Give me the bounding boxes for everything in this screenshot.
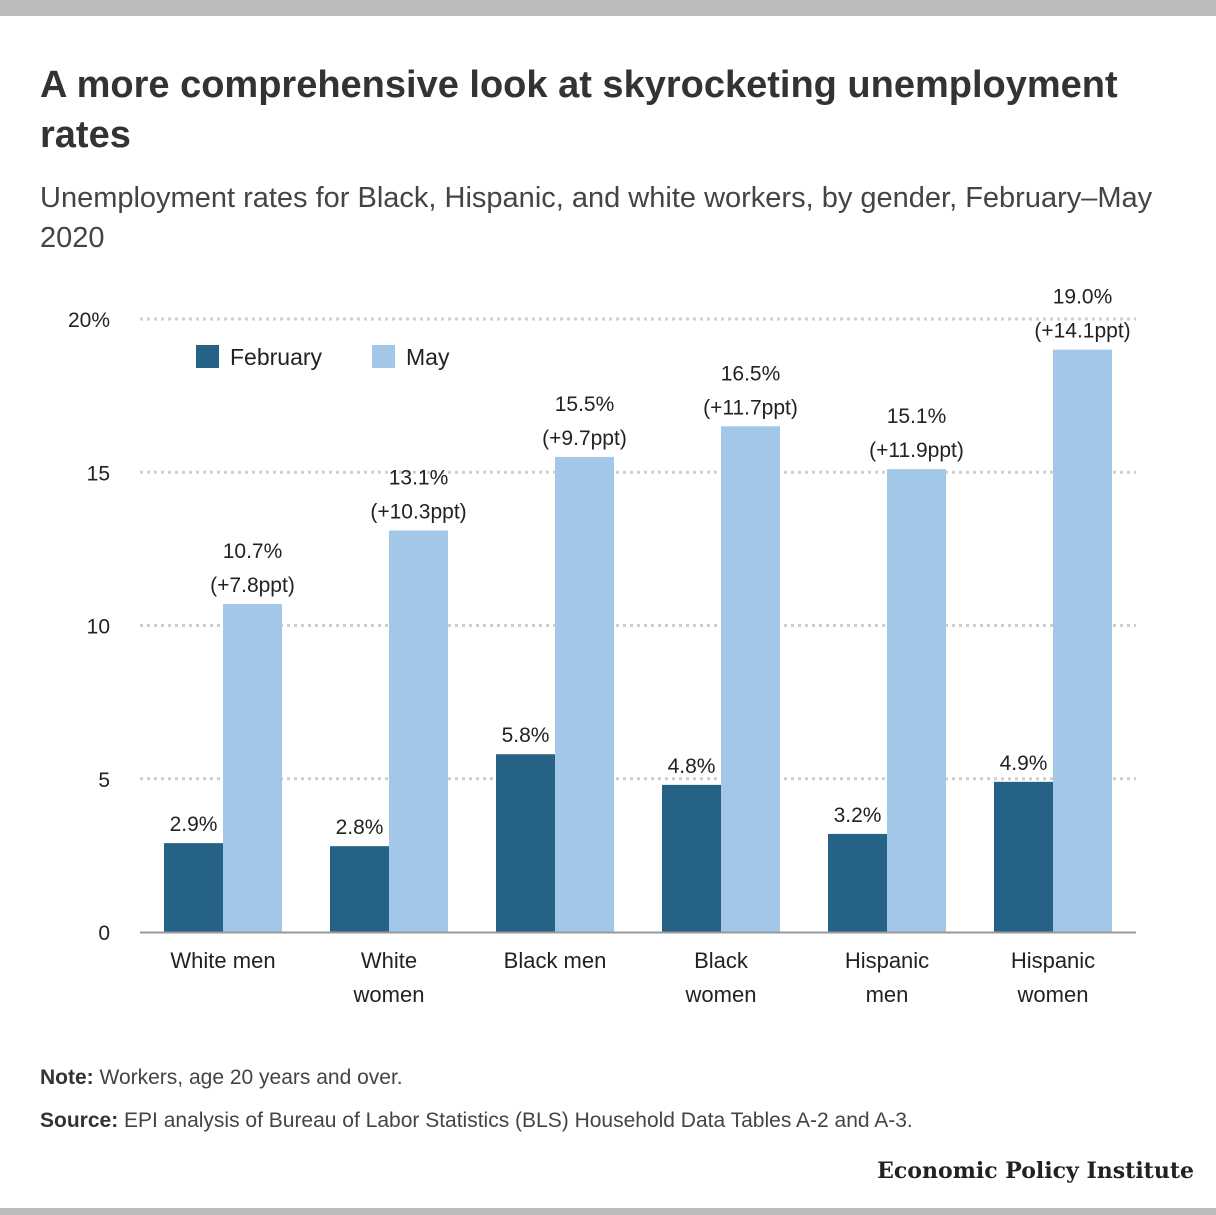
source: Source: EPI analysis of Bureau of Labor … [40,1109,1180,1133]
note-label: Note: [40,1066,94,1089]
x-tick-label: women [353,982,425,1007]
y-tick-label: 20% [68,309,110,332]
source-text: EPI analysis of Bureau of Labor Statisti… [118,1109,913,1132]
data-label: 2.9% [170,813,218,836]
data-label: 15.1% [887,405,947,428]
note-text: Workers, age 20 years and over. [93,1066,403,1089]
x-tick-label: White men [170,948,275,973]
legend-swatch-february [196,345,219,368]
bottom-bar [0,1208,1216,1215]
y-tick-label: 0 [98,922,110,945]
source-label: Source: [40,1109,119,1132]
x-tick-label: men [866,982,909,1007]
chart-title: A more comprehensive look at skyrocketin… [40,64,1118,156]
x-tick-label: White [361,948,417,973]
bar-february [994,781,1053,932]
data-label: 5.8% [502,724,550,747]
data-label: 13.1% [389,466,449,489]
data-label: (+11.9ppt) [869,439,964,462]
x-tick-label: Hispanic [845,948,929,973]
bar-chart: 0 5 10 15 20% 2.9% 10.7% (+7.8ppt) White men 2.8%… [68,286,1136,1007]
bar-february [662,784,721,932]
data-label: 19.0% [1053,286,1113,309]
x-tick-label: Black men [504,948,607,973]
bar-may [223,604,282,932]
data-label: 2.8% [336,816,384,839]
data-label: (+9.7ppt) [542,427,627,450]
data-label: 15.5% [555,393,615,416]
data-label: (+14.1ppt) [1034,320,1130,343]
data-label: 10.7% [223,540,283,563]
y-tick-label: 15 [87,462,110,485]
x-tick-label: Black [694,948,749,973]
data-label: (+11.7ppt) [703,396,798,419]
top-bar [0,0,1216,16]
legend-label-may: May [406,344,450,370]
data-label: 3.2% [834,804,882,827]
x-tick-label: women [685,982,757,1007]
brand-logo: Economic Policy Institute [877,1158,1194,1184]
legend-label-february: February [230,344,323,370]
note: Note: Workers, age 20 years and over. [40,1066,1180,1090]
legend-swatch-may [372,345,395,368]
data-label: 16.5% [721,362,781,385]
data-label: (+10.3ppt) [370,500,466,523]
bar-february [330,846,389,932]
bar-may [887,469,946,932]
data-label: 4.8% [668,755,716,778]
bar-may [555,456,614,932]
data-label: 4.9% [1000,752,1048,775]
x-tick-label: women [1017,982,1089,1007]
bar-may [721,426,780,932]
bar-february [496,754,555,932]
bar-february [164,843,223,932]
x-tick-label: Hispanic [1011,948,1095,973]
bar-february [828,833,887,932]
data-label: (+7.8ppt) [210,574,295,597]
y-tick-label: 10 [87,616,110,639]
bar-may [389,530,448,932]
bar-may [1053,349,1112,932]
chart-subtitle: Unemployment rates for Black, Hispanic, … [40,182,1153,254]
y-tick-label: 5 [98,769,110,792]
